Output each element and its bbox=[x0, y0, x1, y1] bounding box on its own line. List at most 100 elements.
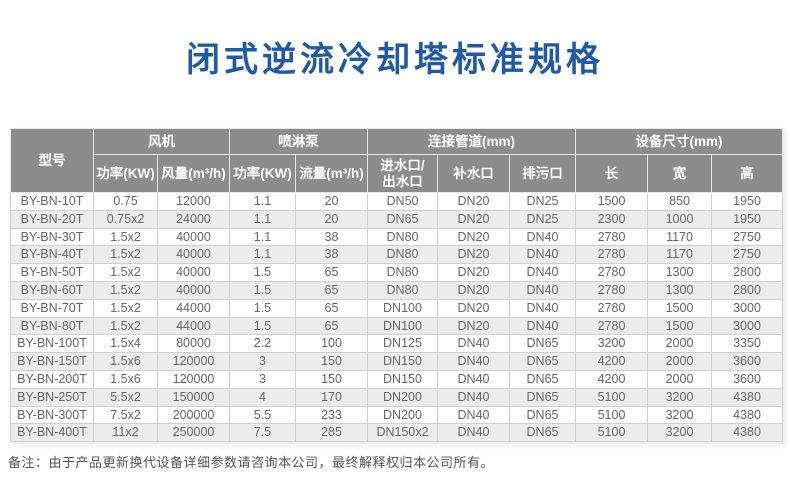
table-cell: DN200 bbox=[367, 387, 438, 407]
table-cell: 1.1 bbox=[229, 192, 296, 211]
table-cell: DN25 bbox=[508, 192, 577, 211]
table-cell: DN40 bbox=[508, 227, 577, 247]
table-row: BY-BN-250T 5.5x2 150000 4 170 DN200 DN40 DN65 51… bbox=[10, 387, 784, 407]
table-cell: 850 bbox=[647, 192, 713, 211]
table-cell: DN80 bbox=[367, 263, 438, 282]
table-cell: DN65 bbox=[508, 369, 577, 389]
subheader-pump-power: 功率(KW) bbox=[229, 154, 296, 193]
table-cell: DN65 bbox=[508, 387, 577, 407]
table-cell: 2800 bbox=[711, 263, 784, 282]
table-cell: 1.1 bbox=[229, 209, 296, 229]
table-cell: DN40 bbox=[437, 369, 510, 389]
table-cell: DN20 bbox=[437, 192, 510, 211]
table-cell: 1170 bbox=[647, 227, 713, 247]
table-cell: 44000 bbox=[157, 298, 230, 318]
table-cell: DN40 bbox=[508, 280, 577, 300]
table-cell: 65 bbox=[295, 298, 368, 318]
table-cell: 3 bbox=[229, 369, 296, 389]
table-cell: 3200 bbox=[575, 334, 649, 354]
table-cell: DN20 bbox=[437, 298, 510, 318]
header-group-row: 型号 风机 喷淋泵 连接管道(mm) 设备尺寸(mm) bbox=[10, 128, 784, 193]
header-model: 型号 bbox=[10, 128, 94, 193]
table-cell: 80000 bbox=[157, 334, 230, 354]
table-cell: DN150x2 bbox=[367, 423, 438, 443]
table-cell: 1.5x2 bbox=[93, 298, 158, 318]
table-cell: 0.75 bbox=[93, 192, 158, 211]
table-cell: 150000 bbox=[157, 387, 230, 407]
table-row: BY-BN-400T 11x2 250000 7.5 285 DN150x2 DN40 DN6… bbox=[10, 423, 784, 443]
subheader-drain-port: 排污口 bbox=[508, 154, 577, 193]
table-cell: 20 bbox=[295, 192, 368, 211]
table-cell: 2780 bbox=[575, 280, 649, 300]
model-cell: BY-BN-80T bbox=[10, 316, 94, 336]
table-cell: 1.5x2 bbox=[93, 280, 158, 300]
table-cell: 1.5x4 bbox=[93, 334, 158, 354]
table-cell: 1170 bbox=[647, 245, 713, 265]
table-cell: 0.75x2 bbox=[93, 209, 158, 229]
table-cell: 1.5x2 bbox=[93, 245, 158, 265]
table-cell: 1.5x2 bbox=[93, 227, 158, 247]
table-cell: 1950 bbox=[711, 209, 784, 229]
table-cell: 5100 bbox=[575, 387, 649, 407]
table-cell: 2000 bbox=[647, 369, 713, 389]
table-cell: DN40 bbox=[508, 263, 577, 282]
table-cell: 2800 bbox=[711, 280, 784, 300]
spec-table-body: BY-BN-10T 0.75 12000 1.1 20 DN50 DN20 DN25 1500 8… bbox=[10, 192, 784, 443]
table-row: BY-BN-100T 1.5x4 80000 2.2 100 DN125 DN40 DN65 3… bbox=[10, 334, 784, 354]
model-cell: BY-BN-300T bbox=[10, 405, 94, 425]
header-dimensions: 设备尺寸(mm) bbox=[575, 128, 784, 155]
table-cell: 1.5x2 bbox=[93, 263, 158, 282]
table-cell: 65 bbox=[295, 263, 368, 282]
model-cell: BY-BN-70T bbox=[10, 298, 94, 318]
table-cell: 38 bbox=[295, 245, 368, 265]
table-cell: DN20 bbox=[437, 209, 510, 229]
spec-table-container: 型号 风机 喷淋泵 连接管道(mm) 设备尺寸(mm) 功率(KW) 风量(m³… bbox=[10, 128, 784, 443]
table-cell: DN40 bbox=[437, 334, 510, 354]
table-row: BY-BN-150T 1.5x6 120000 3 150 DN150 DN40 DN65 42… bbox=[10, 352, 784, 371]
table-cell: 2750 bbox=[711, 227, 784, 247]
table-cell: 5.5 bbox=[229, 405, 296, 425]
table-cell: DN20 bbox=[437, 263, 510, 282]
table-cell: 3200 bbox=[647, 405, 713, 425]
table-cell: DN65 bbox=[508, 352, 577, 371]
table-cell: 1300 bbox=[647, 280, 713, 300]
table-cell: DN65 bbox=[508, 423, 577, 443]
table-row: BY-BN-50T 1.5x2 40000 1.5 65 DN80 DN20 DN40 2780… bbox=[10, 263, 784, 282]
table-cell: DN65 bbox=[508, 405, 577, 425]
header-sub-row: 功率(KW) 风量(m³/h) 功率(KW) 流量(m³/h) 进水口/ 出水口… bbox=[11, 154, 784, 193]
header-spray-pump: 喷淋泵 bbox=[229, 128, 368, 155]
table-cell: 2750 bbox=[711, 245, 784, 265]
table-cell: 65 bbox=[295, 316, 368, 336]
table-cell: DN150 bbox=[367, 352, 438, 371]
table-cell: 20 bbox=[295, 209, 368, 229]
table-cell: 1.5 bbox=[229, 298, 296, 318]
table-cell: DN150 bbox=[367, 369, 438, 389]
table-cell: DN40 bbox=[508, 245, 577, 265]
model-cell: BY-BN-400T bbox=[10, 423, 94, 443]
table-row: BY-BN-10T 0.75 12000 1.1 20 DN50 DN20 DN25 1500 8… bbox=[10, 192, 784, 211]
subheader-inlet-outlet: 进水口/ 出水口 bbox=[367, 154, 438, 193]
subheader-pump-flow: 流量(m³/h) bbox=[295, 154, 368, 193]
table-cell: DN100 bbox=[367, 316, 438, 336]
table-cell: 4380 bbox=[711, 405, 784, 425]
model-cell: BY-BN-60T bbox=[10, 280, 94, 300]
table-cell: 3000 bbox=[711, 316, 784, 336]
table-cell: 7.5x2 bbox=[93, 405, 158, 425]
table-cell: 2300 bbox=[575, 209, 649, 229]
table-cell: DN40 bbox=[508, 298, 577, 318]
table-cell: 7.5 bbox=[229, 423, 296, 443]
subheader-width: 宽 bbox=[647, 154, 713, 193]
table-cell: DN40 bbox=[508, 316, 577, 336]
table-row: BY-BN-80T 1.5x2 44000 1.5 65 DN100 DN20 DN40 278… bbox=[10, 316, 784, 336]
table-cell: 3 bbox=[229, 352, 296, 371]
table-cell: DN65 bbox=[367, 209, 438, 229]
table-cell: DN40 bbox=[437, 405, 510, 425]
table-cell: 1300 bbox=[647, 263, 713, 282]
table-cell: DN20 bbox=[437, 227, 510, 247]
table-cell: 40000 bbox=[157, 227, 230, 247]
table-cell: 3600 bbox=[711, 352, 784, 371]
table-cell: DN20 bbox=[437, 316, 510, 336]
model-cell: BY-BN-250T bbox=[10, 387, 94, 407]
table-cell: DN80 bbox=[367, 280, 438, 300]
table-row: BY-BN-300T 7.5x2 200000 5.5 233 DN200 DN40 DN65… bbox=[10, 405, 784, 425]
